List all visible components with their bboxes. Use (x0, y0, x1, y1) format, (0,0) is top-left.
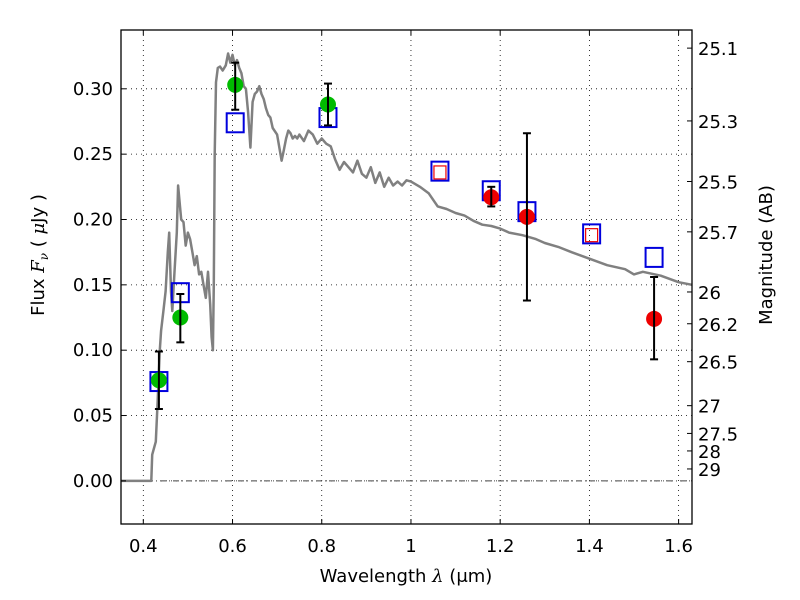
x-tick-label: 1.4 (575, 536, 604, 557)
x-tick-label: 0.4 (129, 536, 158, 557)
y-tick-label: 0.25 (73, 144, 113, 165)
x-tick-label: 0.8 (307, 536, 336, 557)
y-axis-label-subscript: ν (37, 253, 51, 260)
plot-area (121, 52, 693, 483)
y-axis-label-symbol: F (28, 259, 49, 274)
y-tick-label: 0.00 (73, 471, 113, 492)
y2-tick-label: 27.5 (698, 424, 738, 445)
y-axis-label-text: Flux (28, 273, 49, 316)
y2-tick-label: 27 (698, 397, 721, 418)
x-tick-label: 0.6 (218, 536, 247, 557)
y-tick-label: 0.10 (73, 340, 113, 361)
model-photometry-inner-square (585, 228, 599, 243)
x-axis-label-unit: (μm) (444, 566, 493, 587)
x-axis-label-text: Wavelength (320, 566, 433, 587)
y-tick-label: 0.30 (73, 79, 113, 100)
model-photometry-square (430, 160, 450, 182)
y-tick-label: 0.05 (73, 406, 113, 427)
x-tick-label: 1.6 (664, 536, 693, 557)
y2-tick-label: 26.2 (698, 315, 738, 336)
y2-tick-label: 25.5 (698, 172, 738, 193)
y2-tick-label: 29 (698, 460, 721, 481)
model-spectrum-line (121, 52, 693, 483)
y2-tick-label: 26 (698, 283, 721, 304)
y2-tick-label: 25.7 (698, 223, 738, 244)
x-tick-label: 1 (405, 536, 416, 557)
ticks: 0.4 0.6 0.8 1 1.2 1.4 1.6 0.00 0.05 0.10 0.15 0.20 0… (73, 30, 738, 557)
y-tick-label: 0.20 (73, 209, 113, 230)
y2-tick-label: 26.5 (698, 353, 738, 374)
y2-tick-label: 25.3 (698, 112, 738, 133)
y-axis-label-unit-open: ( (28, 235, 49, 253)
x-tick-label: 1.2 (486, 536, 515, 557)
model-photometry-square (225, 112, 245, 134)
y-tick-label: 0.15 (73, 275, 113, 296)
y2-tick-label: 28 (698, 442, 721, 463)
model-photometry-square (582, 223, 602, 245)
axes-frame (120, 29, 693, 525)
x-axis-label: Wavelength λ (μm) (320, 566, 493, 587)
y-axis-label-unit-mu: μ (28, 223, 49, 235)
y-axis-label: Flux Fν ( μJy ) (28, 194, 51, 316)
y-axis-label-unit-rest: Jy ) (28, 194, 49, 224)
model-photometry-square (644, 246, 664, 268)
y2-axis-label: Magnitude (AB) (756, 185, 777, 325)
y2-tick-label: 25.1 (698, 39, 738, 60)
model-photometry-inner-square (433, 165, 447, 180)
x-axis-label-symbol: λ (431, 566, 443, 587)
